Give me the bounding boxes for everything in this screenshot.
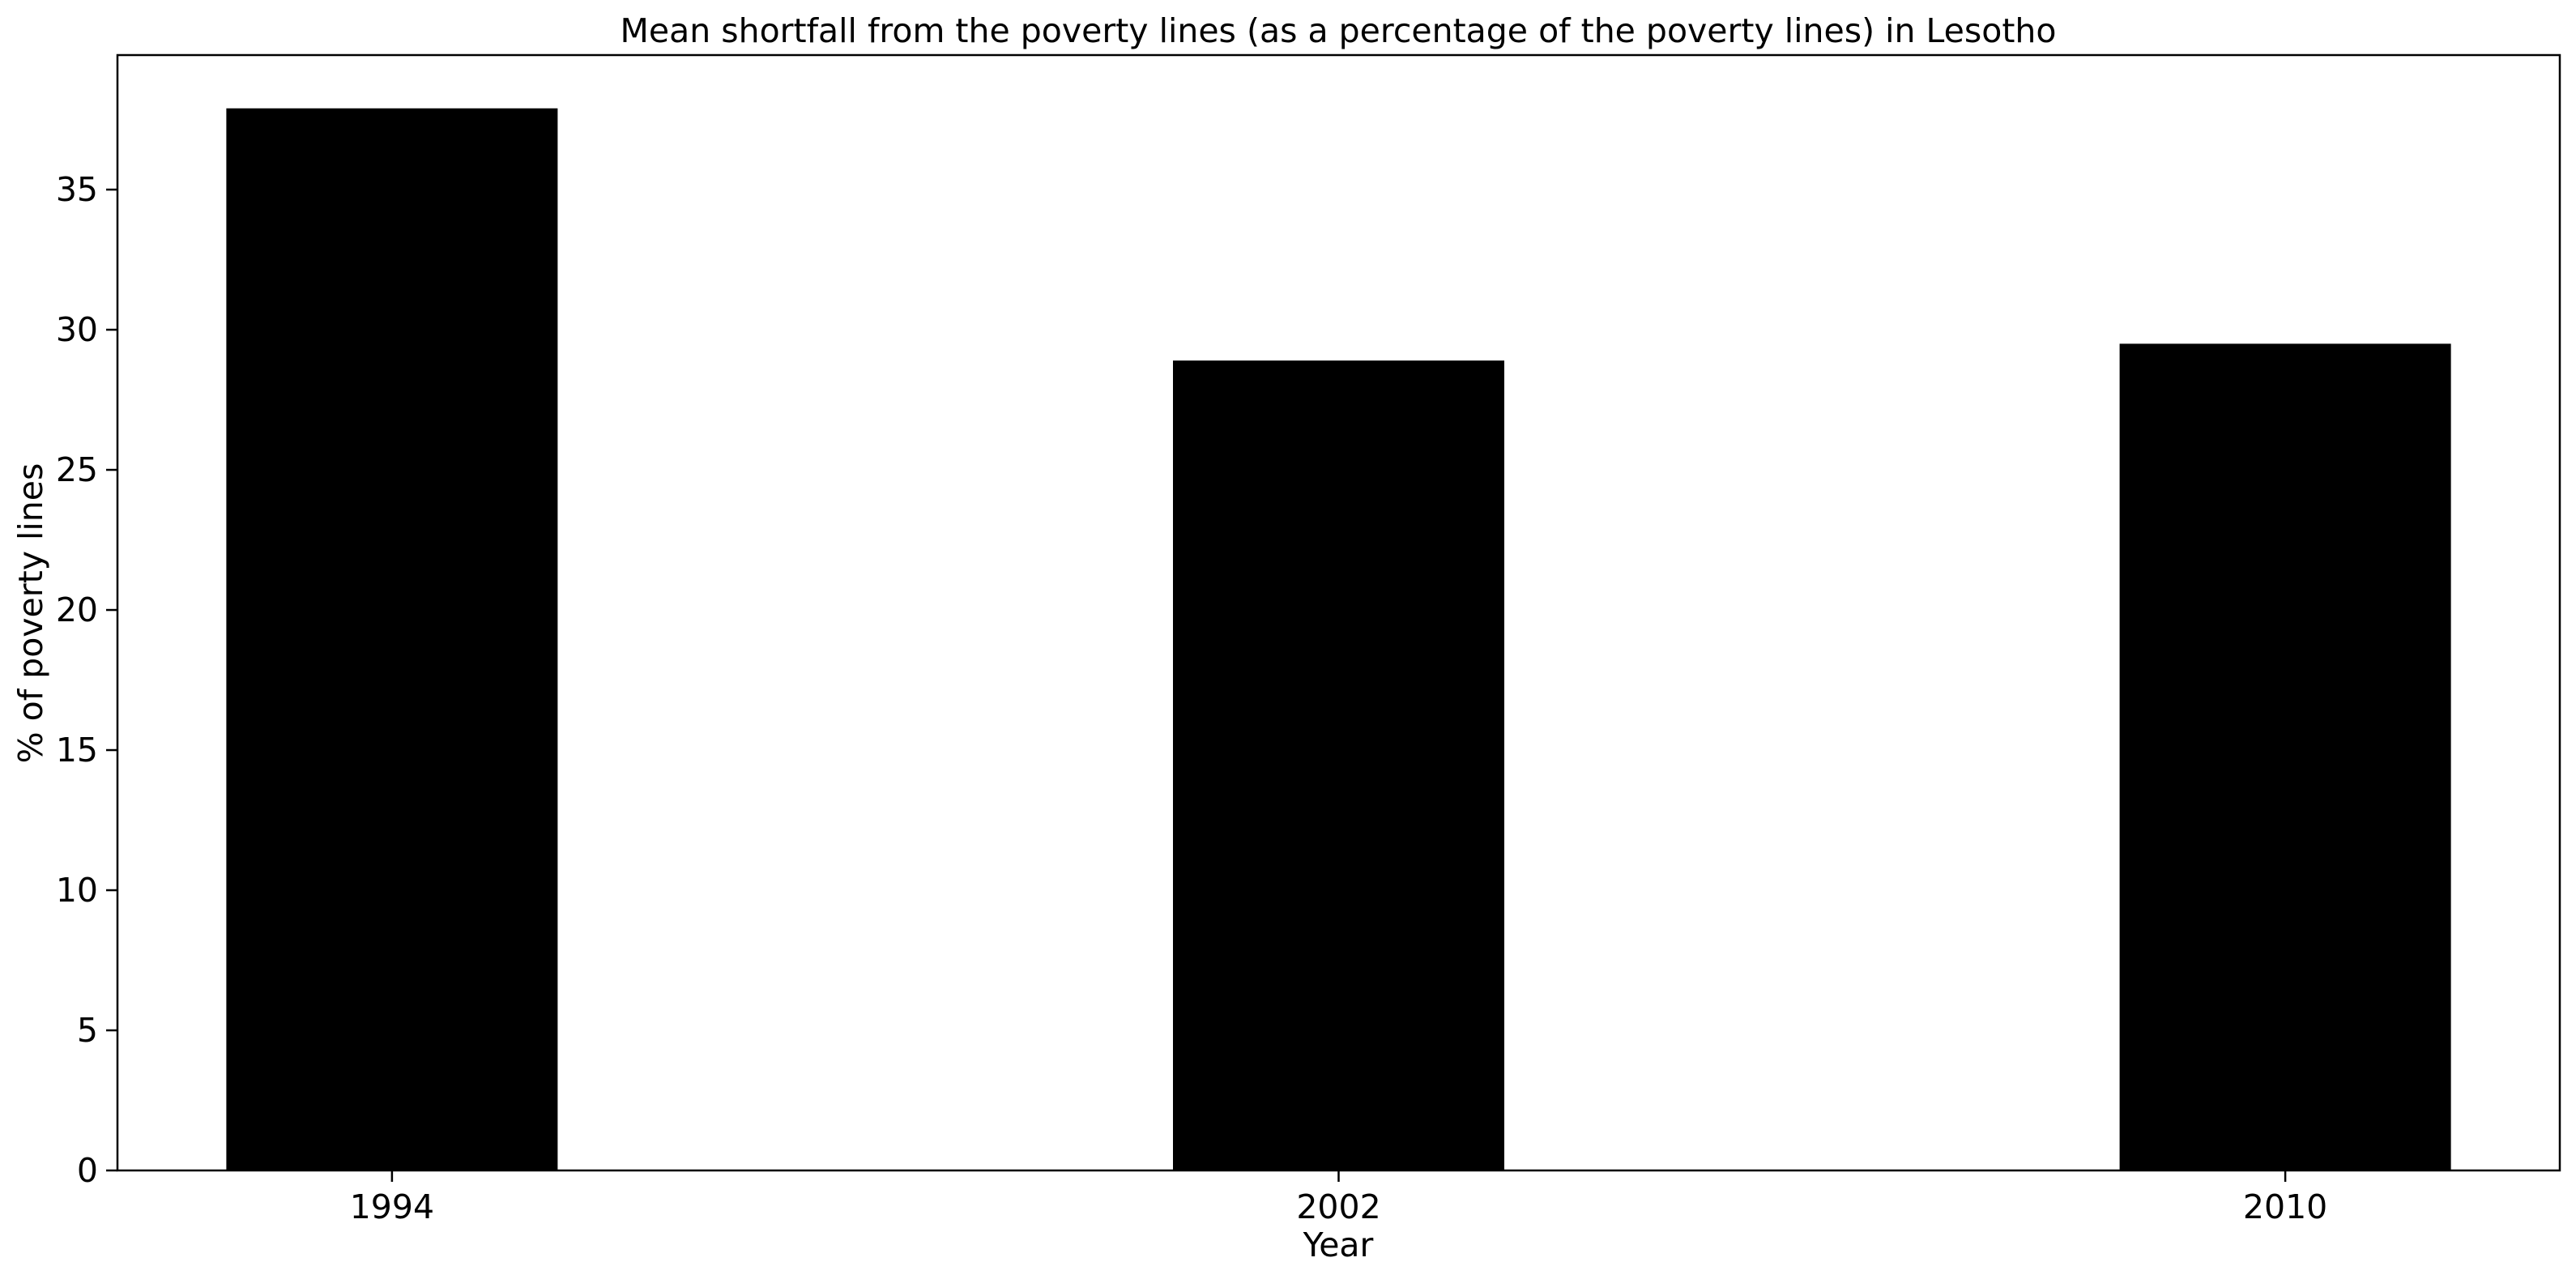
bars-group xyxy=(226,108,2451,1171)
bar-2002 xyxy=(1172,360,1505,1170)
y-tick-label: 20 xyxy=(56,590,98,629)
x-tick-label: 2002 xyxy=(1296,1187,1380,1226)
x-tick-label: 2010 xyxy=(2243,1187,2327,1226)
y-axis-label: % of poverty lines xyxy=(11,463,50,764)
plot-frame xyxy=(116,53,2561,1172)
chart-title: Mean shortfall from the poverty lines (a… xyxy=(621,11,2057,50)
y-tick-label: 0 xyxy=(77,1151,98,1190)
y-tick-label: 10 xyxy=(56,871,98,910)
x-axis: 1994 2002 2010 xyxy=(350,1170,2327,1226)
x-tick-label: 1994 xyxy=(350,1187,434,1226)
y-tick-label: 30 xyxy=(56,310,98,349)
bar-1994 xyxy=(226,108,558,1170)
x-axis-label: Year xyxy=(1303,1226,1374,1264)
y-tick-label: 35 xyxy=(56,170,98,209)
y-tick-label: 5 xyxy=(77,1011,98,1050)
y-tick-label: 15 xyxy=(56,731,98,770)
y-axis: 0 5 10 15 20 25 30 35 xyxy=(56,170,117,1190)
bar-2010 xyxy=(2119,343,2451,1171)
y-tick-label: 25 xyxy=(56,450,98,489)
